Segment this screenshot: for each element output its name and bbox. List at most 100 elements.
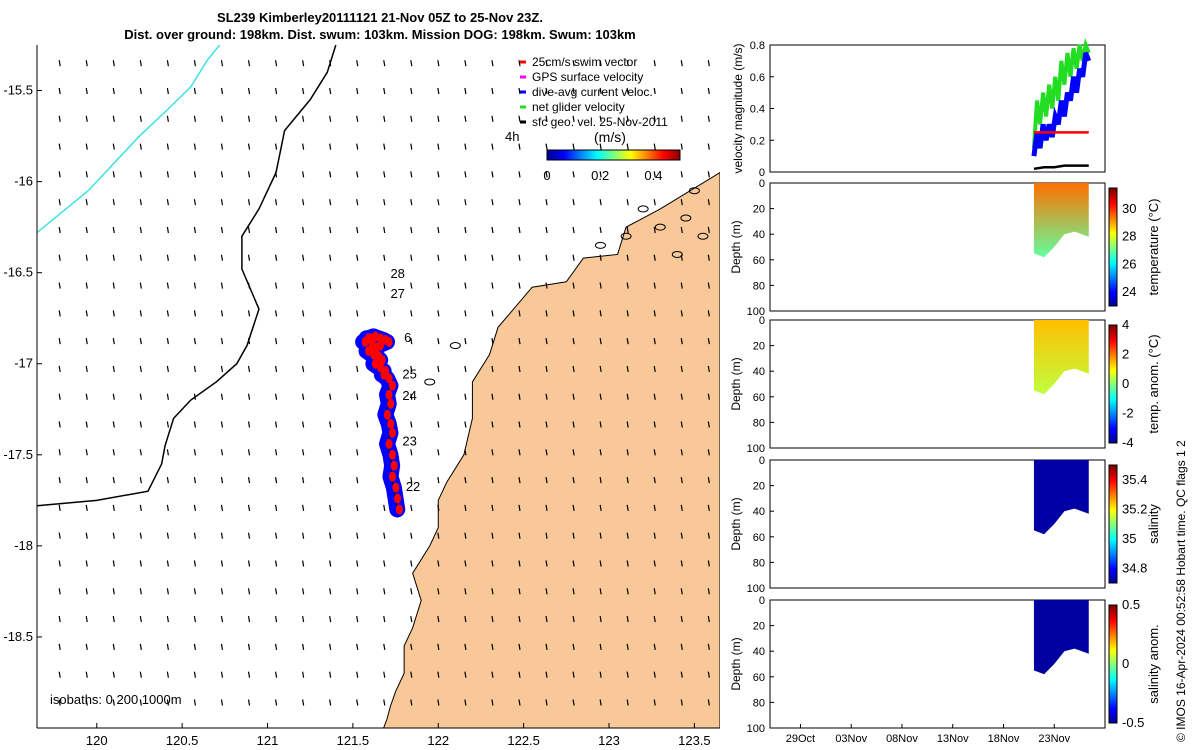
speed-colorbar-cell <box>676 150 678 160</box>
section-colorbar-cell <box>1109 278 1117 281</box>
geo-velocity-arrow <box>680 532 683 539</box>
geo-velocity-arrow <box>572 87 575 95</box>
speed-colorbar-cell <box>595 150 597 160</box>
legend-entry: net glider velocity <box>532 100 625 114</box>
section-y-tick-label: 40 <box>753 229 765 241</box>
geo-velocity-arrow <box>85 115 88 122</box>
geo-velocity-arrow <box>85 504 88 512</box>
swim-vector-mark <box>385 336 393 347</box>
speed-colorbar-cell <box>560 150 562 160</box>
speed-colorbar-cell <box>667 150 669 160</box>
legend-time-label: 4h <box>505 129 519 144</box>
geo-velocity-arrow <box>247 532 251 539</box>
swim-vector-mark <box>387 398 395 409</box>
speed-colorbar-cell <box>649 150 651 160</box>
speed-colorbar-cell <box>598 150 600 160</box>
geo-velocity-arrow <box>464 365 467 373</box>
geo-velocity-arrow <box>356 226 359 234</box>
geo-velocity-arrow <box>247 477 251 484</box>
geo-velocity-arrow <box>220 532 224 539</box>
geo-velocity-arrow <box>464 477 467 484</box>
section-colorbar-cell <box>1109 292 1117 295</box>
section-colorbar-cell <box>1109 664 1117 667</box>
geo-velocity-arrow <box>302 143 305 150</box>
geo-velocity-arrow <box>572 199 575 206</box>
geo-velocity-arrow <box>247 254 251 261</box>
speed-colorbar-cell <box>652 150 654 160</box>
geo-velocity-arrow <box>329 588 332 595</box>
velocity-y-label: velocity magnitude (m/s) <box>731 43 745 173</box>
speed-colorbar-cell <box>626 150 628 160</box>
section-colorbar-cell <box>1109 354 1117 357</box>
geo-velocity-arrow <box>193 115 197 122</box>
geo-velocity-arrow <box>464 615 467 623</box>
geo-velocity-arrow <box>518 449 521 456</box>
geo-velocity-arrow <box>599 310 602 317</box>
geo-velocity-arrow <box>329 310 332 317</box>
speed-colorbar-cell <box>651 150 653 160</box>
section-colorbar-cell <box>1109 336 1117 340</box>
speed-colorbar-tick: 0.4 <box>644 168 662 183</box>
geo-velocity-arrow <box>139 365 142 373</box>
map-y-tick-label: -18.5 <box>3 629 33 644</box>
geo-velocity-arrow <box>518 338 521 345</box>
section-colorbar-cell <box>1109 364 1117 367</box>
geo-velocity-arrow <box>58 699 61 706</box>
map-x-tick-label: 120 <box>86 733 108 748</box>
geo-velocity-arrow <box>464 588 467 595</box>
speed-colorbar-cell <box>638 150 640 160</box>
section-colorbar-tick: 35 <box>1122 531 1136 546</box>
section-colorbar-tick: -4 <box>1122 435 1134 450</box>
geo-velocity-arrow <box>139 421 142 428</box>
track-day-label: 28 <box>390 266 404 281</box>
geo-velocity-arrow <box>220 449 224 456</box>
geo-velocity-arrow <box>274 615 278 623</box>
section-colorbar-cell <box>1109 638 1117 641</box>
map-x-tick-label: 121 <box>257 733 279 748</box>
geo-velocity-arrow <box>410 310 413 317</box>
geo-velocity-arrow <box>139 254 142 261</box>
section-colorbar-cell <box>1109 500 1117 503</box>
section-colorbar-cell <box>1109 683 1117 687</box>
speed-colorbar-cell <box>653 150 655 160</box>
isobath-200m <box>37 45 337 507</box>
geo-velocity-arrow <box>220 365 224 373</box>
geo-velocity-arrow <box>707 254 710 261</box>
velocity-axes-frame <box>769 44 1106 173</box>
section-y-tick-label: 40 <box>753 506 765 518</box>
section-colorbar-cell <box>1109 419 1117 422</box>
geo-velocity-arrow <box>139 643 142 650</box>
geo-velocity-arrow <box>302 449 305 456</box>
geo-velocity-arrow <box>329 699 332 706</box>
geo-velocity-arrow <box>491 699 494 706</box>
geo-velocity-arrow <box>437 282 440 289</box>
speed-colorbar-cell <box>553 150 555 160</box>
geo-velocity-arrow <box>437 365 440 373</box>
speed-colorbar-cell <box>633 150 635 160</box>
section-colorbar-cell <box>1109 264 1117 268</box>
section-colorbar-cell <box>1109 213 1117 217</box>
section-colorbar-cell <box>1109 488 1117 492</box>
section-colorbar-cell <box>1109 514 1117 517</box>
land-mass <box>361 171 720 728</box>
geo-velocity-arrow <box>599 699 602 706</box>
speed-colorbar-cell <box>548 150 550 160</box>
geo-velocity-arrow <box>572 588 575 595</box>
speed-colorbar-cell <box>576 150 578 160</box>
geo-velocity-arrow <box>599 365 602 373</box>
speed-colorbar-cell <box>655 150 657 160</box>
section-colorbar-cell <box>1109 231 1117 234</box>
geo-velocity-arrow <box>599 560 602 567</box>
speed-colorbar-cell <box>563 150 565 160</box>
island <box>688 187 700 195</box>
section-colorbar-cell <box>1109 492 1117 495</box>
geo-velocity-arrow <box>274 421 278 428</box>
geo-velocity-arrow <box>274 282 278 289</box>
section-colorbar-cell <box>1109 193 1117 197</box>
speed-colorbar-cell <box>664 150 666 160</box>
geo-velocity-arrow <box>85 449 88 456</box>
section-colorbar-cell <box>1109 569 1117 572</box>
geo-velocity-arrow <box>491 115 494 122</box>
geo-velocity-arrow <box>410 421 413 428</box>
geo-velocity-arrow <box>302 393 305 400</box>
